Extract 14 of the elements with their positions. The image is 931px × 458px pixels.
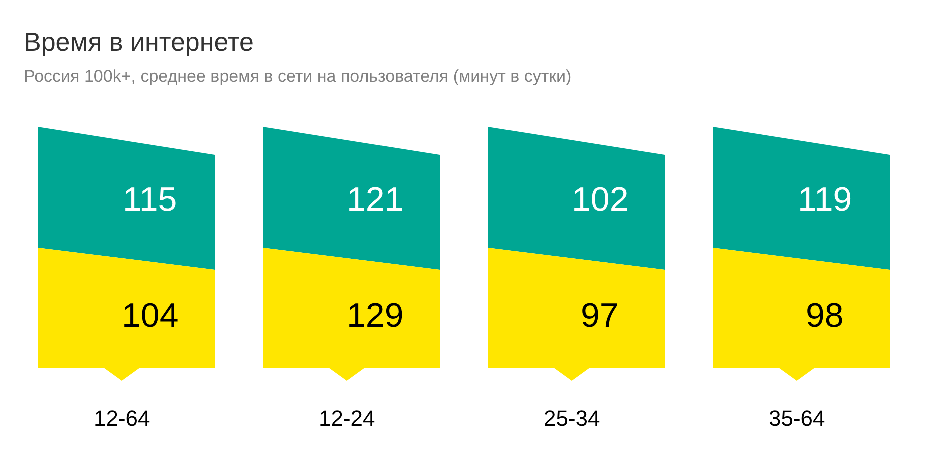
data-label: 129 bbox=[347, 297, 404, 335]
text: Россия 100k+, среднее время в сети на пользователя (минут в сутки) bbox=[24, 67, 572, 86]
data-label: 104 bbox=[122, 297, 179, 335]
text: Время в интернете bbox=[24, 27, 254, 57]
category-label: 12-64 bbox=[94, 406, 150, 431]
data-label: 98 bbox=[806, 297, 844, 335]
category-label: 25-34 bbox=[544, 406, 600, 431]
category-label: 12-24 bbox=[319, 406, 376, 431]
data-label: 119 bbox=[798, 181, 852, 219]
data-label: 115 bbox=[123, 181, 178, 219]
data-label: 121 bbox=[347, 181, 404, 219]
category-label: 35-64 bbox=[769, 406, 826, 431]
data-label: 97 bbox=[581, 297, 619, 335]
data-label: 102 bbox=[572, 181, 629, 219]
